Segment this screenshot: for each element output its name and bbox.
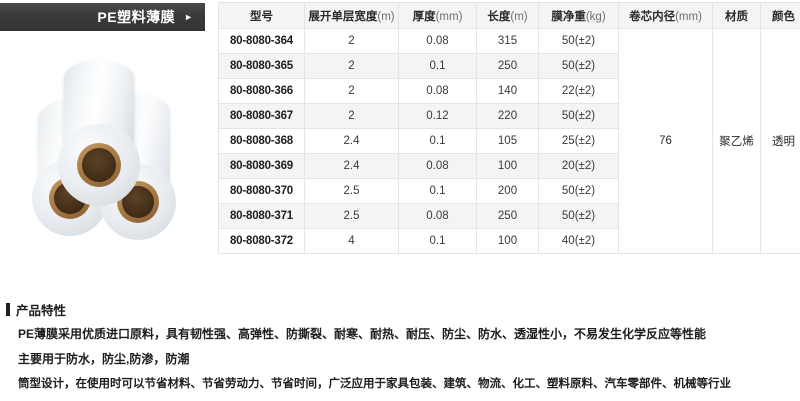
column-header-model: 型号 xyxy=(219,3,305,29)
product-features-section: 产品特性 PE薄膜采用优质进口原料，具有韧性强、高弹性、防撕裂、耐寒、耐热、耐压… xyxy=(0,300,800,401)
cell-net-weight: 50(±2) xyxy=(539,179,619,204)
core-hole-icon xyxy=(82,148,116,182)
column-header-unit: (mm) xyxy=(436,11,463,23)
cell-material: 聚乙烯 xyxy=(713,29,761,254)
column-header-label: 颜色 xyxy=(772,11,795,23)
cell-length: 100 xyxy=(477,154,539,179)
cell-thickness: 0.08 xyxy=(399,204,477,229)
cell-model: 80-8080-367 xyxy=(219,104,305,129)
vertical-bar-icon xyxy=(6,303,10,316)
column-header-unit: (m) xyxy=(377,11,394,23)
cell-width: 2 xyxy=(305,54,399,79)
cell-model: 80-8080-368 xyxy=(219,129,305,154)
cell-net-weight: 50(±2) xyxy=(539,54,619,79)
cell-thickness: 0.12 xyxy=(399,104,477,129)
cell-length: 315 xyxy=(477,29,539,54)
cell-width: 4 xyxy=(305,229,399,254)
cell-net-weight: 50(±2) xyxy=(539,104,619,129)
column-header-label: 厚度 xyxy=(413,11,436,23)
cell-thickness: 0.08 xyxy=(399,154,477,179)
column-header-net-weight: 膜净重(kg) xyxy=(539,3,619,29)
cell-net-weight: 20(±2) xyxy=(539,154,619,179)
cell-width: 2.4 xyxy=(305,154,399,179)
column-header-core-diameter: 卷芯内径(mm) xyxy=(619,3,713,29)
cell-width: 2 xyxy=(305,104,399,129)
cell-length: 140 xyxy=(477,79,539,104)
column-header-label: 长度 xyxy=(487,11,510,23)
column-header-width: 展开单层宽度(m) xyxy=(305,3,399,29)
product-image xyxy=(0,42,212,282)
cell-length: 250 xyxy=(477,54,539,79)
cell-width: 2 xyxy=(305,29,399,54)
cell-net-weight: 25(±2) xyxy=(539,129,619,154)
column-header-color: 颜色 xyxy=(761,3,800,29)
product-left-panel: PE塑料薄膜 ► xyxy=(0,0,212,290)
features-heading-label: 产品特性 xyxy=(16,300,66,319)
page-title: PE塑料薄膜 xyxy=(97,7,175,27)
cell-model: 80-8080-372 xyxy=(219,229,305,254)
table-header-row: 型号 展开单层宽度(m) 厚度(mm) 长度(m) 膜净重(kg) 卷芯内径(m… xyxy=(219,3,800,29)
features-heading: 产品特性 xyxy=(6,300,800,319)
cell-thickness: 0.1 xyxy=(399,129,477,154)
cell-thickness: 0.1 xyxy=(399,179,477,204)
column-header-label: 型号 xyxy=(250,11,273,23)
column-header-label: 展开单层宽度 xyxy=(308,11,377,23)
spec-table: 型号 展开单层宽度(m) 厚度(mm) 长度(m) 膜净重(kg) 卷芯内径(m… xyxy=(218,2,800,254)
cell-thickness: 0.08 xyxy=(399,29,477,54)
column-header-thickness: 厚度(mm) xyxy=(399,3,477,29)
cell-width: 2.5 xyxy=(305,204,399,229)
table-body: 80-8080-364 2 0.08 315 50(±2) 76 聚乙烯 透明 … xyxy=(219,29,800,254)
cell-model: 80-8080-366 xyxy=(219,79,305,104)
cell-length: 250 xyxy=(477,204,539,229)
cell-color: 透明 xyxy=(761,29,800,254)
cell-net-weight: 50(±2) xyxy=(539,204,619,229)
cell-model: 80-8080-364 xyxy=(219,29,305,54)
cell-model: 80-8080-365 xyxy=(219,54,305,79)
product-title-bar[interactable]: PE塑料薄膜 ► xyxy=(0,3,205,31)
column-header-material: 材质 xyxy=(713,3,761,29)
cell-length: 100 xyxy=(477,229,539,254)
cell-length: 220 xyxy=(477,104,539,129)
cell-width: 2.4 xyxy=(305,129,399,154)
column-header-label: 卷芯内径 xyxy=(629,11,675,23)
cell-net-weight: 22(±2) xyxy=(539,79,619,104)
film-roll-end-center xyxy=(58,124,140,206)
cell-thickness: 0.1 xyxy=(399,54,477,79)
spec-table-container: 型号 展开单层宽度(m) 厚度(mm) 长度(m) 膜净重(kg) 卷芯内径(m… xyxy=(218,2,796,254)
feature-text-line: PE薄膜采用优质进口原料，具有韧性强、高弹性、防撕裂、耐寒、耐热、耐压、防尘、防… xyxy=(18,327,800,342)
column-header-label: 材质 xyxy=(725,11,748,23)
column-header-label: 膜净重 xyxy=(551,11,586,23)
feature-text-line: 主要用于防水，防尘,防渗，防潮 xyxy=(18,352,800,367)
table-row: 80-8080-364 2 0.08 315 50(±2) 76 聚乙烯 透明 xyxy=(219,29,800,54)
cell-model: 80-8080-370 xyxy=(219,179,305,204)
cell-core-diameter: 76 xyxy=(619,29,713,254)
column-header-unit: (m) xyxy=(510,11,527,23)
cell-thickness: 0.1 xyxy=(399,229,477,254)
cell-model: 80-8080-369 xyxy=(219,154,305,179)
cell-length: 200 xyxy=(477,179,539,204)
triangle-right-icon: ► xyxy=(184,13,193,22)
cell-width: 2.5 xyxy=(305,179,399,204)
cell-thickness: 0.08 xyxy=(399,79,477,104)
column-header-unit: (mm) xyxy=(675,11,702,23)
column-header-unit: (kg) xyxy=(586,11,606,23)
cell-model: 80-8080-371 xyxy=(219,204,305,229)
cell-net-weight: 50(±2) xyxy=(539,29,619,54)
feature-text-line: 筒型设计，在使用时可以节省材料、节省劳动力、节省时间，广泛应用于家具包装、建筑、… xyxy=(18,377,800,391)
cell-width: 2 xyxy=(305,79,399,104)
cell-length: 105 xyxy=(477,129,539,154)
column-header-length: 长度(m) xyxy=(477,3,539,29)
cell-net-weight: 40(±2) xyxy=(539,229,619,254)
